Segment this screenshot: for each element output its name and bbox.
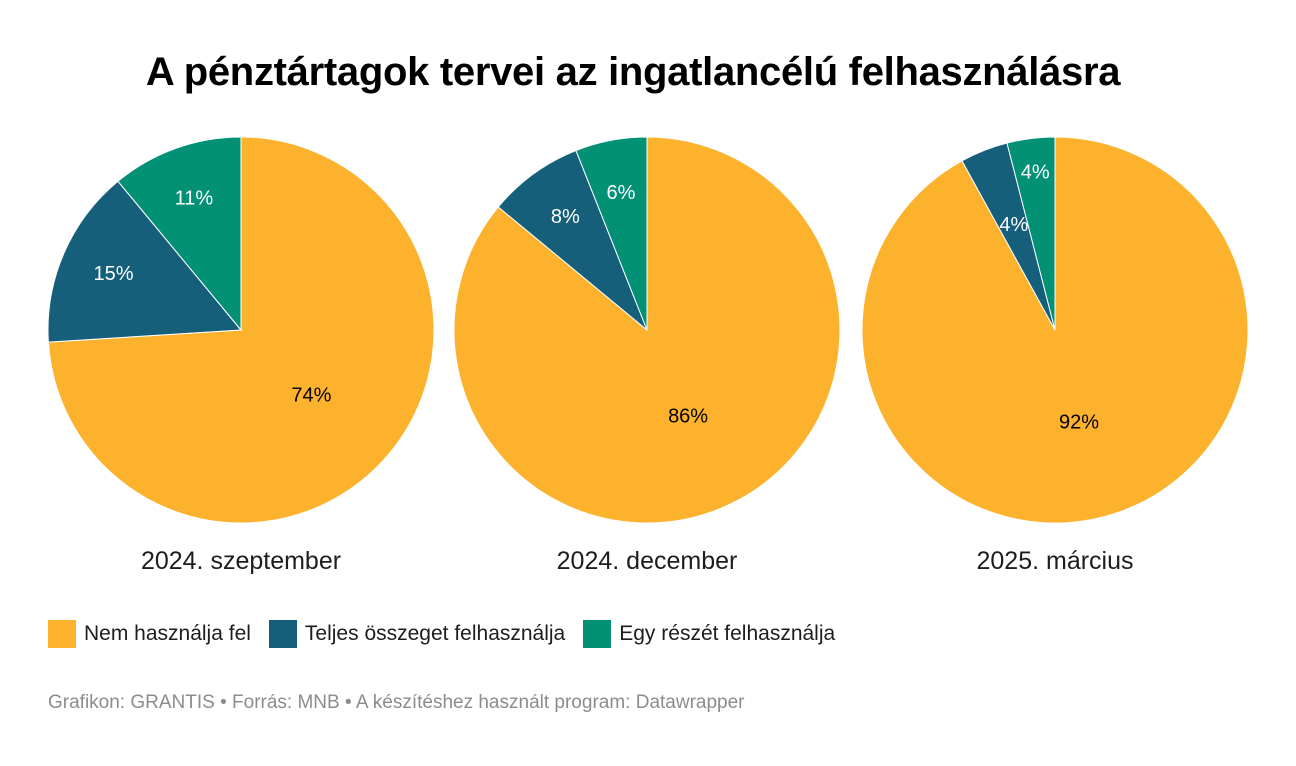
slice-label: 4%	[1021, 161, 1050, 183]
legend-swatch	[583, 620, 612, 648]
legend-item-teljes-osszeget: Teljes összeget felhasználja	[268, 620, 566, 648]
pie-period-title: 2024. december	[557, 547, 738, 575]
pie-period-title: 2025. március	[976, 547, 1133, 575]
legend-item-nem-hasznalja: Nem használja fel	[48, 620, 251, 648]
pie-slice	[47, 180, 243, 343]
slice-label: 92%	[1059, 412, 1099, 434]
slice-label: 74%	[291, 384, 331, 406]
legend-label: Nem használja fel	[84, 622, 251, 645]
source-footer: Grafikon: GRANTIS • Forrás: MNB • A kész…	[48, 692, 745, 713]
slice-label: 86%	[668, 406, 708, 428]
pie-slice	[1006, 136, 1056, 331]
legend-label: Teljes összeget felhasználja	[304, 622, 566, 645]
pie-charts: 74% 15% 11% 2024. szeptember 86% 8% 6% 2024. de…	[47, 136, 1249, 575]
legend-label: Egy részét felhasználja	[619, 622, 836, 645]
chart-title: A pénztártagok tervei az ingatlancélú fe…	[145, 50, 1121, 94]
slice-label: 15%	[93, 263, 133, 285]
legend-item-egy-reszet: Egy részét felhasználja	[583, 620, 835, 648]
slice-label: 8%	[551, 206, 580, 228]
pie-slice	[117, 136, 242, 332]
slice-label: 6%	[607, 182, 636, 204]
legend-swatch	[48, 620, 76, 648]
slice-label: 11%	[175, 188, 214, 210]
legend: Nem használja fel Teljes összeget felhas…	[48, 620, 853, 648]
pie-slice	[497, 149, 648, 331]
legend-swatch	[268, 620, 297, 648]
pie-period-title: 2024. szeptember	[141, 547, 341, 575]
slice-label: 4%	[999, 214, 1028, 236]
pie-slice	[575, 136, 648, 331]
